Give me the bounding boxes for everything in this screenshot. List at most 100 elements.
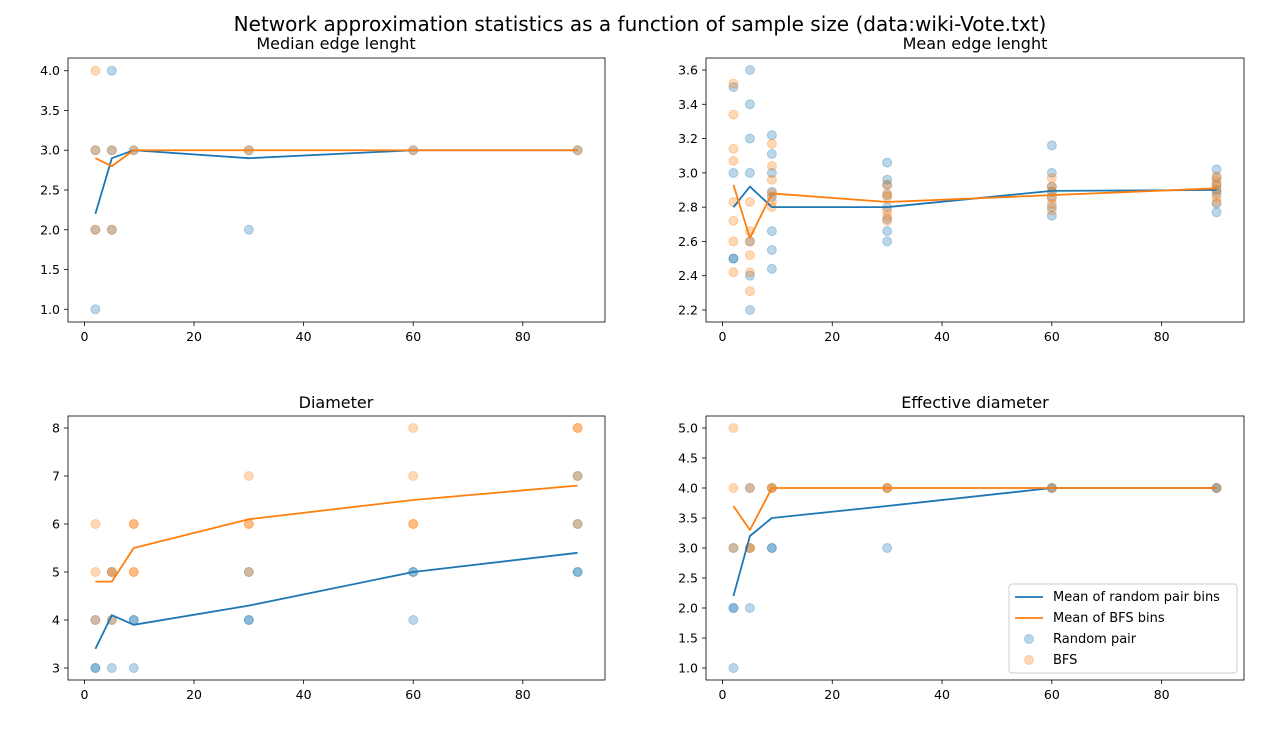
x-tick-label: 80: [1154, 329, 1170, 344]
x-tick-label: 0: [80, 687, 88, 702]
scatter-point-bfs: [106, 567, 117, 577]
scatter-point-bfs: [882, 191, 893, 202]
x-tick-label: 40: [934, 329, 950, 344]
scatter-point-random-pair: [1046, 167, 1057, 178]
scatter-point-random-pair: [243, 615, 254, 625]
x-tick-label: 60: [405, 687, 421, 702]
scatter-point-random-pair: [766, 149, 777, 159]
scatter-point-bfs: [1211, 191, 1222, 202]
subplot-title: Diameter: [299, 393, 374, 412]
scatter-point-random-pair: [728, 663, 739, 673]
scatter-point-bfs: [882, 179, 893, 190]
scatter-point-bfs: [572, 519, 583, 529]
scatter-point-bfs: [1211, 171, 1222, 182]
scatter-point-bfs: [90, 65, 101, 76]
y-tick-label: 2.4: [678, 268, 698, 283]
scatter-point-random-pair: [882, 226, 893, 237]
scatter-point-bfs: [728, 236, 739, 247]
y-tick-label: 1.5: [40, 262, 60, 277]
y-tick-label: 1.0: [678, 661, 698, 676]
y-tick-label: 3.4: [678, 97, 698, 112]
scatter-point-bfs: [408, 519, 419, 529]
scatter-point-random-pair: [90, 224, 101, 235]
x-tick-label: 60: [1044, 687, 1060, 702]
scatter-point-random-pair: [744, 483, 755, 493]
scatter-point-bfs: [90, 145, 101, 156]
scatter-point-random-pair: [728, 543, 739, 553]
scatter-point-bfs: [1046, 193, 1057, 204]
x-tick-label: 0: [80, 329, 88, 344]
subplot-median-edge-length: Median edge lenght 0 20 40 60 80 1.0 1.5 2.0 2.5…: [40, 34, 606, 344]
figure-suptitle: Network approximation statistics as a fu…: [234, 12, 1047, 36]
scatter-point-random-pair: [882, 190, 893, 201]
line-mean-of-bfs-bins: [95, 149, 578, 168]
scatter-point-random-pair: [572, 519, 583, 529]
y-tick-label: 2.5: [678, 571, 698, 586]
axes-frame: [67, 415, 606, 681]
scatter-point-random-pair: [90, 663, 101, 673]
y-tick-label: 1.5: [678, 631, 698, 646]
scatter-point-bfs: [408, 519, 419, 529]
y-tick-label: 2.6: [678, 234, 698, 249]
scatter-point-random-pair: [882, 214, 893, 225]
scatter-point-random-pair: [882, 543, 893, 553]
line-mean-of-random-pair-bins: [94, 551, 578, 650]
y-tick-label: 4.0: [40, 63, 60, 78]
y-tick-label: 7: [52, 469, 60, 484]
scatter-point-random-pair: [728, 603, 739, 613]
scatter-point-bfs: [744, 197, 755, 207]
scatter-point-random-pair: [882, 157, 893, 168]
y-tick-label: 5: [52, 565, 60, 580]
line-mean-of-bfs-bins: [732, 184, 1217, 239]
scatter-point-random-pair: [1211, 173, 1222, 183]
scatter-point-bfs: [1046, 173, 1057, 183]
y-tick-label: 5.0: [678, 421, 698, 436]
y-tick-label: 3.0: [678, 541, 698, 556]
y-tick-label: 4: [52, 613, 60, 628]
scatter-point-bfs: [90, 519, 101, 529]
scatter-point-bfs: [1211, 197, 1222, 207]
scatter-point-bfs: [106, 224, 117, 235]
scatter-point-bfs: [766, 138, 777, 149]
scatter-point-bfs: [408, 423, 419, 433]
y-tick-label: 2.5: [40, 183, 60, 198]
legend-label-random-mean: Mean of random pair bins: [1053, 590, 1220, 605]
y-tick-label: 3.0: [40, 143, 60, 158]
scatter-point-random-pair: [106, 145, 117, 156]
x-tick-label: 0: [718, 329, 726, 344]
scatter-point-bfs: [90, 567, 101, 577]
scatter-point-random-pair: [106, 567, 117, 577]
x-tick-label: 80: [1154, 687, 1170, 702]
scatter-point-random-pair: [728, 253, 739, 264]
y-tick-label: 2.2: [678, 303, 698, 318]
y-tick-label: 3.2: [678, 131, 698, 146]
scatter-point-random-pair: [882, 236, 893, 247]
scatter-point-random-pair: [744, 167, 755, 178]
scatter-point-random-pair: [744, 603, 755, 613]
axes-frame: [705, 57, 1245, 323]
scatter-point-bfs: [728, 215, 739, 226]
scatter-point-random-pair: [106, 224, 117, 235]
scatter-point-bfs: [744, 250, 755, 261]
scatter-point-bfs: [728, 155, 739, 166]
subplot-title: Effective diameter: [901, 393, 1049, 412]
scatter-point-random-pair: [766, 245, 777, 255]
scatter-point-bfs: [882, 188, 893, 199]
line-mean-of-random-pair-bins: [732, 487, 1217, 597]
scatter-point-bfs: [728, 543, 739, 553]
y-tick-label: 3: [52, 661, 60, 676]
scatter-point-random-pair: [882, 174, 893, 185]
scatter-point-random-pair: [243, 567, 254, 577]
scatter-point-bfs: [882, 210, 893, 221]
scatter-point-random-pair: [766, 167, 777, 178]
scatter-point-bfs: [744, 286, 755, 297]
legend-label-bfs: BFS: [1053, 653, 1077, 668]
scatter-point-bfs: [106, 567, 117, 577]
legend-marker-bfs: [1024, 655, 1034, 665]
scatter-point-bfs: [243, 471, 254, 481]
scatter-point-random-pair: [1211, 207, 1222, 218]
x-tick-label: 80: [515, 687, 531, 702]
y-tick-label: 3.0: [678, 165, 698, 180]
y-tick-label: 1.0: [40, 302, 60, 317]
